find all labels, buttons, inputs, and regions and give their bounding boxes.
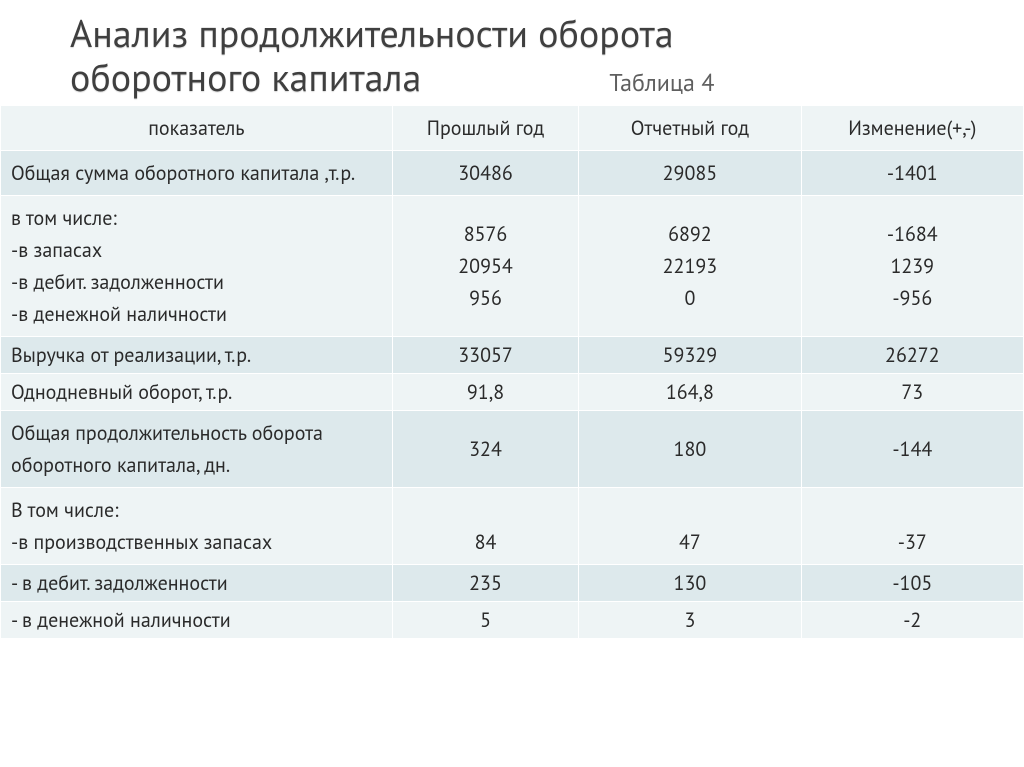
cell-curr: 180 — [579, 411, 801, 488]
cell-label: В том числе: -в производственных запасах — [1, 488, 393, 565]
cell-curr: 47 — [579, 488, 801, 565]
cell-curr: 130 — [579, 565, 801, 602]
cell-prev: 8576 20954 956 — [392, 196, 578, 337]
cell-prev: 324 — [392, 411, 578, 488]
cell-delta: 73 — [801, 374, 1023, 411]
data-table: показатель Прошлый год Отчетный год Изме… — [0, 105, 1024, 639]
col-header-curr: Отчетный год — [579, 106, 801, 151]
cell-delta: -1684 1239 -956 — [801, 196, 1023, 337]
cell-delta: -37 — [801, 488, 1023, 565]
cell-prev: 30486 — [392, 151, 578, 196]
cell-label: Общая продолжительность оборота оборотно… — [1, 411, 393, 488]
title-line-1: Анализ продолжительности оборота — [70, 12, 984, 56]
cell-delta: -105 — [801, 565, 1023, 602]
cell-prev: 91,8 — [392, 374, 578, 411]
cell-label: - в дебит. задолженности — [1, 565, 393, 602]
table-row: - в дебит. задолженности 235 130 -105 — [1, 565, 1024, 602]
col-header-prev: Прошлый год — [392, 106, 578, 151]
cell-prev: 84 — [392, 488, 578, 565]
table-row: Однодневный оборот, т.р. 91,8 164,8 73 — [1, 374, 1024, 411]
cell-curr: 3 — [579, 602, 801, 639]
cell-label: Однодневный оборот, т.р. — [1, 374, 393, 411]
col-header-delta: Изменение(+,-) — [801, 106, 1023, 151]
table-row: Выручка от реализации, т.р. 33057 59329 … — [1, 337, 1024, 374]
cell-delta: -144 — [801, 411, 1023, 488]
cell-curr: 59329 — [579, 337, 801, 374]
slide-title: Анализ продолжительности оборота оборотн… — [0, 0, 1024, 105]
table-row: в том числе: -в запасах -в дебит. задолж… — [1, 196, 1024, 337]
cell-label: Выручка от реализации, т.р. — [1, 337, 393, 374]
table-caption: Таблица 4 — [609, 69, 714, 97]
cell-prev: 235 — [392, 565, 578, 602]
cell-delta: -1401 — [801, 151, 1023, 196]
table-row: - в денежной наличности 5 3 -2 — [1, 602, 1024, 639]
cell-label: в том числе: -в запасах -в дебит. задолж… — [1, 196, 393, 337]
table-row: В том числе: -в производственных запасах… — [1, 488, 1024, 565]
cell-curr: 29085 — [579, 151, 801, 196]
table-row: Общая сумма оборотного капитала ,т.р. 30… — [1, 151, 1024, 196]
cell-delta: -2 — [801, 602, 1023, 639]
cell-curr: 6892 22193 0 — [579, 196, 801, 337]
cell-curr: 164,8 — [579, 374, 801, 411]
cell-label: Общая сумма оборотного капитала ,т.р. — [1, 151, 393, 196]
cell-prev: 33057 — [392, 337, 578, 374]
table-row: Общая продолжительность оборота оборотно… — [1, 411, 1024, 488]
cell-prev: 5 — [392, 602, 578, 639]
title-line-2: оборотного капитала — [70, 56, 421, 100]
cell-delta: 26272 — [801, 337, 1023, 374]
col-header-indicator: показатель — [1, 106, 393, 151]
table-header-row: показатель Прошлый год Отчетный год Изме… — [1, 106, 1024, 151]
cell-label: - в денежной наличности — [1, 602, 393, 639]
